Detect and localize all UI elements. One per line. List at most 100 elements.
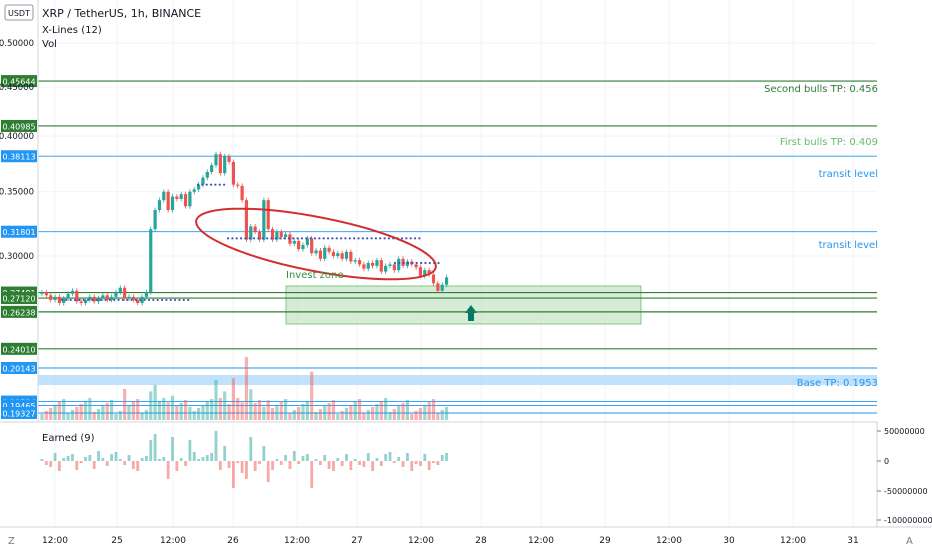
earned-bar bbox=[419, 461, 422, 466]
earned-bar bbox=[301, 456, 305, 461]
level-price-badge[interactable] bbox=[1, 342, 37, 355]
second-tp-label: Second bulls TP: 0.456 bbox=[764, 84, 878, 95]
volume-bar bbox=[423, 405, 427, 420]
earned-bar bbox=[275, 459, 279, 461]
earned-bar bbox=[92, 461, 96, 469]
candle-body bbox=[414, 264, 418, 268]
earned-bar bbox=[210, 453, 214, 461]
base-tp-band bbox=[38, 375, 877, 385]
x-lines-dot bbox=[117, 298, 120, 302]
level-price-label: 0.20143 bbox=[2, 365, 35, 374]
earned-bar bbox=[384, 454, 388, 461]
x-lines-dot bbox=[134, 298, 138, 302]
candle-body bbox=[149, 229, 153, 293]
time-tick-label: 30 bbox=[723, 536, 735, 546]
earned-bar bbox=[314, 459, 318, 461]
candle-body bbox=[388, 264, 392, 266]
earned-bar bbox=[327, 461, 331, 469]
currency-badge[interactable] bbox=[4, 4, 34, 21]
candle-body bbox=[136, 299, 140, 304]
earned-bar bbox=[75, 461, 79, 470]
indicator-vol[interactable]: Vol bbox=[42, 39, 57, 50]
level-price-badge[interactable] bbox=[1, 305, 37, 318]
earned-bar bbox=[236, 461, 240, 463]
x-lines-dot bbox=[248, 237, 251, 240]
candle-body bbox=[344, 251, 349, 259]
candle-body bbox=[397, 258, 401, 271]
volume-bar bbox=[275, 405, 279, 420]
x-lines-dot bbox=[400, 237, 404, 240]
earned-bar bbox=[284, 455, 287, 461]
x-lines-dot bbox=[270, 237, 273, 240]
level-price-badge[interactable] bbox=[1, 119, 37, 132]
x-lines-dot bbox=[78, 298, 81, 302]
x-lines-dot bbox=[437, 261, 440, 265]
auto-scale-button-left[interactable]: Z bbox=[8, 536, 15, 547]
symbol-title[interactable]: XRP / TetherUS, 1h, BINANCE bbox=[42, 7, 201, 20]
candle-body bbox=[279, 231, 283, 237]
level-price-badge[interactable] bbox=[1, 362, 37, 374]
earned-bar bbox=[240, 461, 244, 473]
x-lines-dot bbox=[160, 298, 164, 302]
candle-body bbox=[44, 292, 48, 296]
earned-bar bbox=[423, 454, 427, 461]
level-price-badge[interactable] bbox=[1, 75, 37, 88]
level-price-badge[interactable] bbox=[1, 150, 37, 163]
earned-bar bbox=[218, 461, 222, 470]
x-lines-dot bbox=[322, 237, 325, 240]
volume-bar bbox=[136, 399, 140, 420]
earned-bar bbox=[375, 458, 379, 461]
candle-body bbox=[418, 267, 423, 276]
volume-bar bbox=[210, 399, 214, 420]
candle-body bbox=[175, 196, 179, 199]
level-price-label: 0.45644 bbox=[2, 78, 35, 87]
volume-bar bbox=[375, 404, 379, 420]
x-lines-dot bbox=[409, 237, 412, 240]
level-price-badge[interactable] bbox=[1, 407, 37, 419]
level-price-badge[interactable] bbox=[1, 292, 37, 305]
earned-bar bbox=[223, 446, 227, 461]
volume-bar bbox=[388, 412, 392, 420]
earned-title[interactable]: Earned (9) bbox=[42, 433, 95, 444]
earned-bar bbox=[349, 461, 353, 470]
x-lines-dot bbox=[379, 237, 382, 240]
candle-body bbox=[292, 240, 296, 244]
candle-body bbox=[253, 226, 257, 232]
x-lines-dot bbox=[428, 261, 431, 265]
auto-scale-button-right[interactable]: A bbox=[906, 536, 913, 547]
invest-zone-label: Invest zone bbox=[286, 270, 344, 281]
candle-body bbox=[96, 298, 101, 302]
candle-body bbox=[166, 191, 170, 211]
x-lines-dot bbox=[73, 298, 77, 302]
volume-bar bbox=[88, 398, 92, 420]
volume-bar bbox=[310, 371, 314, 420]
candle-body bbox=[305, 238, 309, 246]
indicator-xlines[interactable]: X-Lines (12) bbox=[42, 25, 102, 36]
x-lines-dot bbox=[87, 298, 90, 302]
x-lines-dot bbox=[335, 237, 338, 240]
x-lines-dot bbox=[156, 298, 159, 302]
volume-bar bbox=[279, 402, 283, 420]
x-lines-dot bbox=[147, 298, 151, 302]
candle-body bbox=[423, 270, 427, 276]
earned-bar bbox=[432, 461, 435, 463]
time-axis[interactable]: 12:00 25 12:00 26 12:00 27 12:00 28 12:00 29 12:00… bbox=[42, 536, 859, 546]
price-axis[interactable]: 0.456440.409850.381130.318010.274810.271… bbox=[0, 39, 37, 419]
x-lines-dot bbox=[152, 298, 155, 302]
x-lines-dot bbox=[218, 183, 221, 186]
x-lines-dot bbox=[226, 237, 230, 240]
x-lines-dot bbox=[292, 237, 295, 240]
volume-bar bbox=[149, 391, 153, 420]
x-lines-dot bbox=[283, 237, 286, 240]
time-tick-label: 29 bbox=[599, 536, 611, 546]
earned-bar bbox=[232, 461, 235, 488]
volume-bar bbox=[401, 403, 405, 420]
level-lines bbox=[38, 80, 877, 414]
earned-axis[interactable]: 50000000 0 -50000000 -100000000 bbox=[877, 427, 932, 525]
level-price-badge[interactable] bbox=[1, 225, 37, 238]
x-lines-dot bbox=[344, 237, 347, 240]
candle-body bbox=[275, 231, 279, 240]
earned-bar bbox=[71, 454, 74, 461]
volume-bar bbox=[140, 413, 144, 420]
